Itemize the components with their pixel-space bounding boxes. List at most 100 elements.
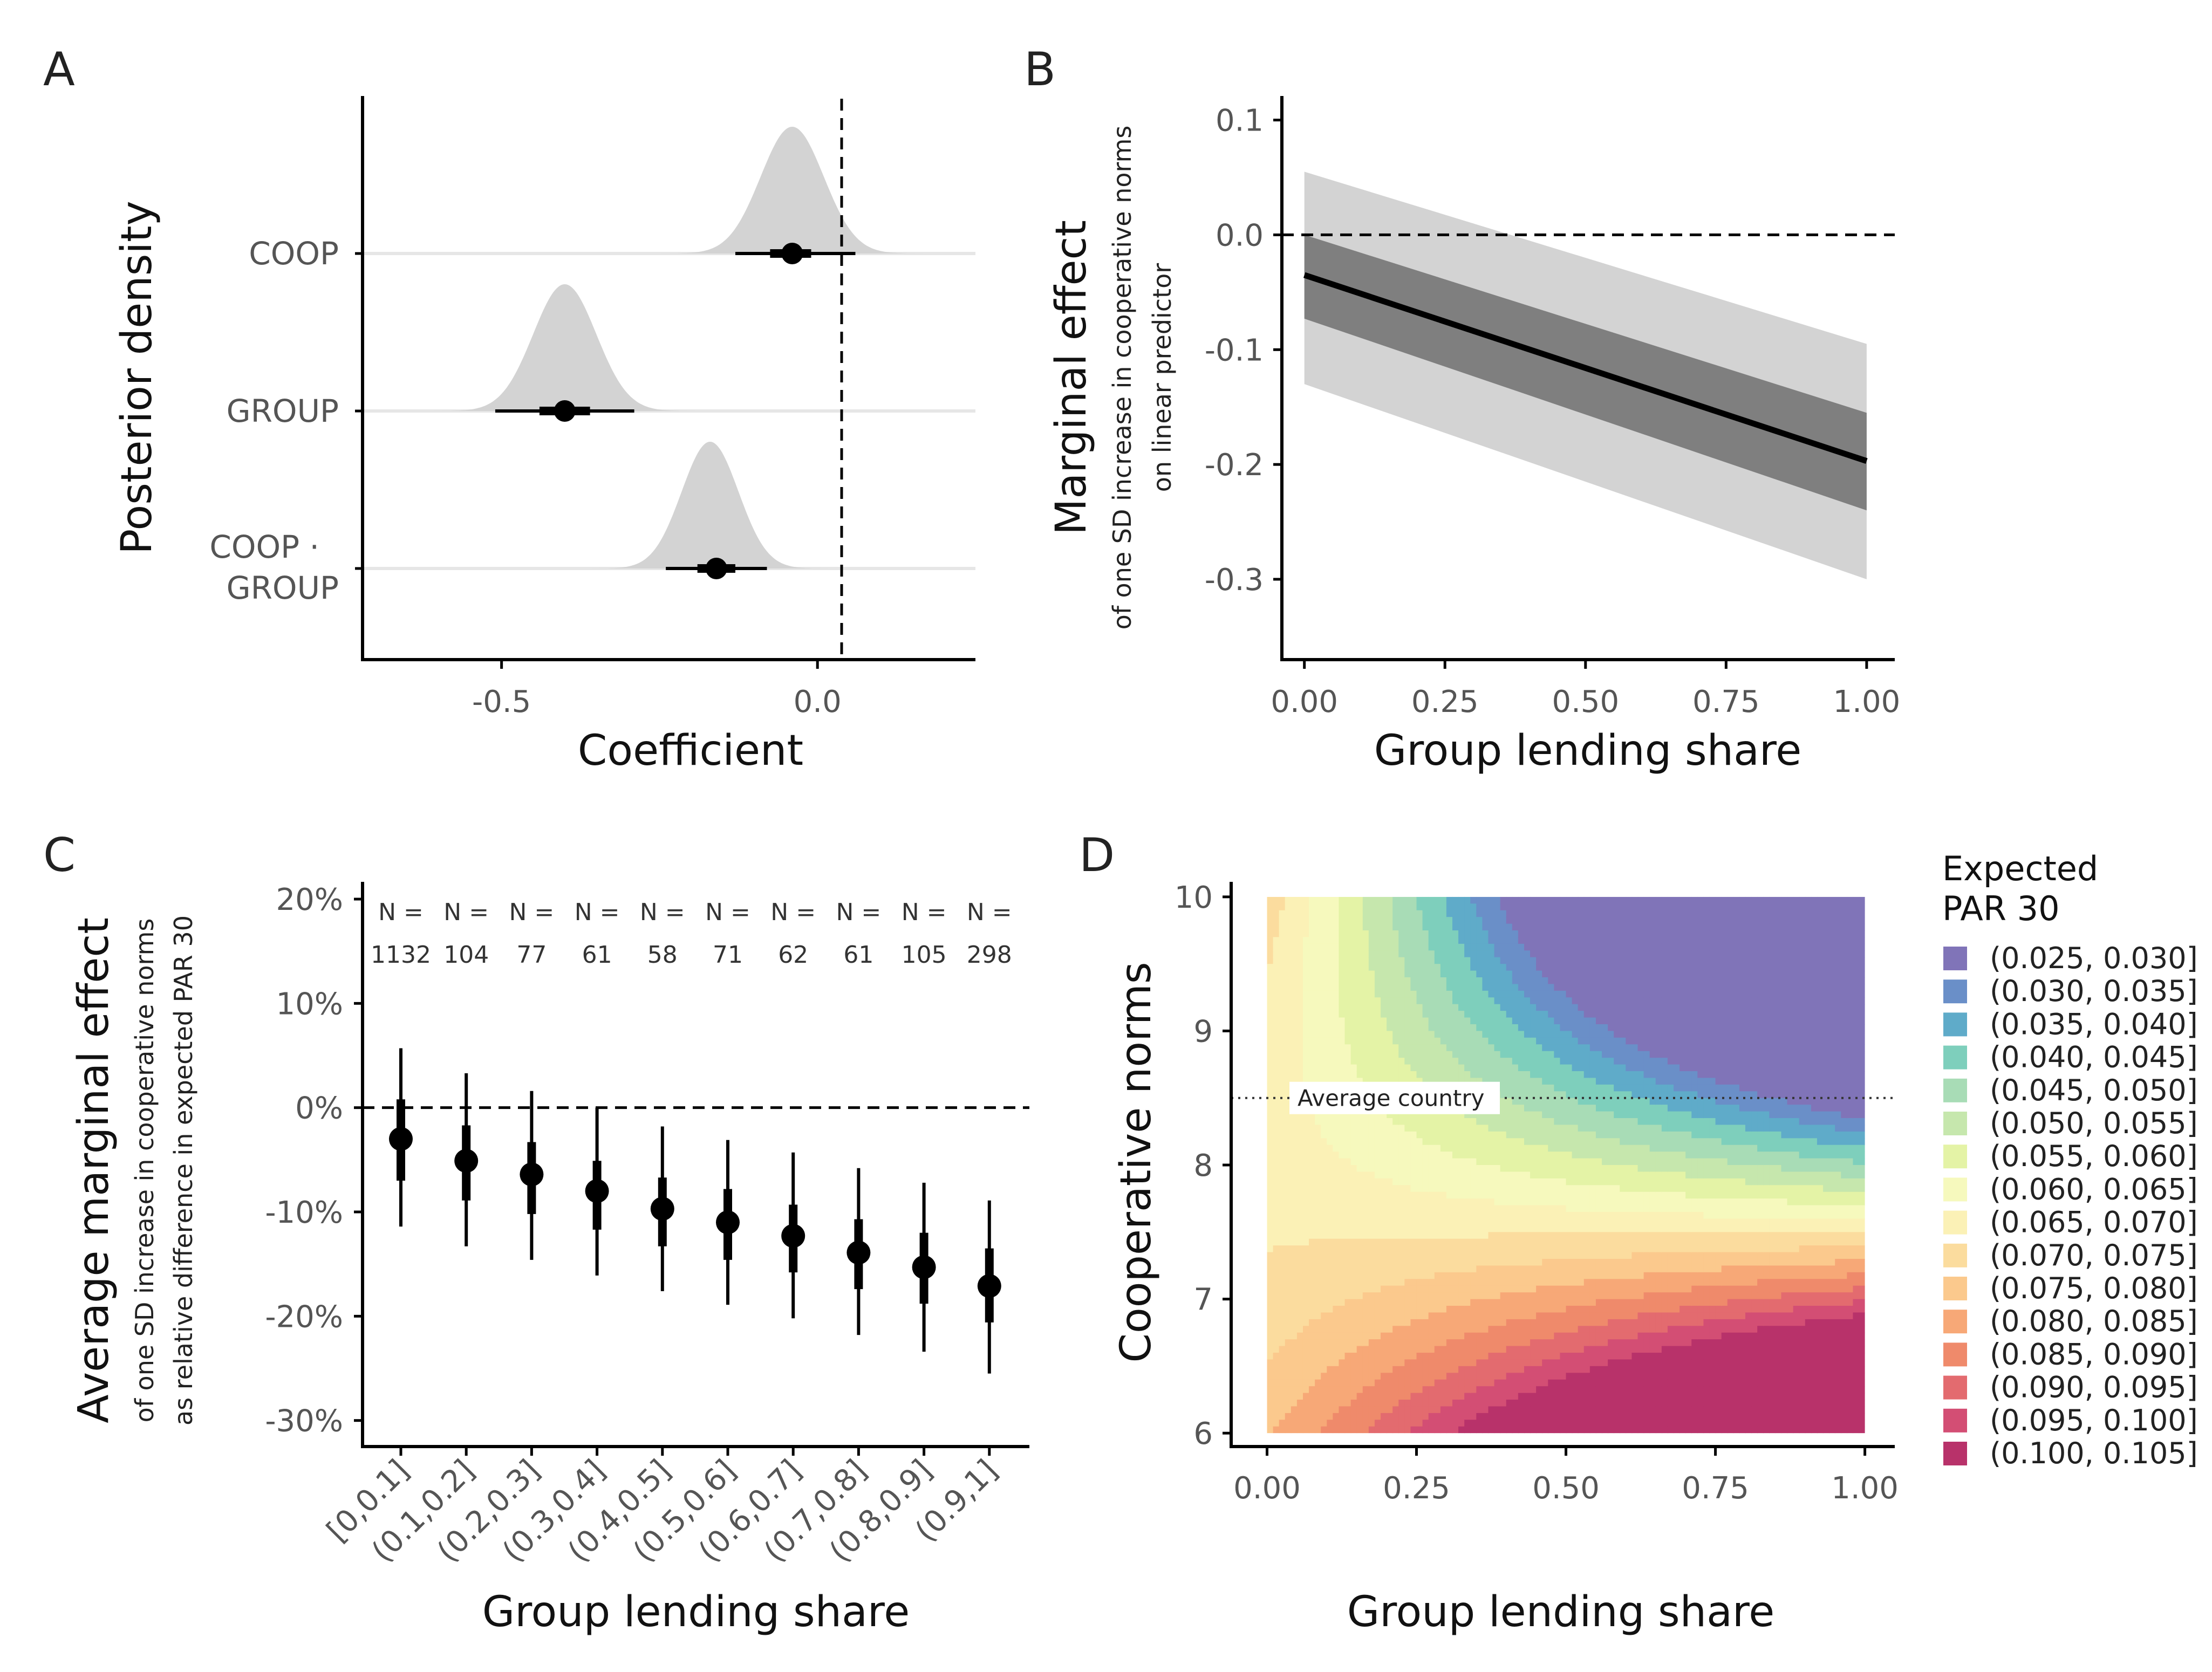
- panel-d-contour-cell: [1321, 1044, 1328, 1052]
- panel-d-contour-cell: [1296, 1004, 1303, 1011]
- panel-d-contour-cell: [1296, 990, 1303, 998]
- panel-b-x-tick-label-3: 0.75: [1692, 684, 1760, 719]
- panel-d-contour-cell: [1566, 1165, 1573, 1173]
- panel-d-contour-cell: [1572, 1044, 1579, 1052]
- panel-d-contour-cell: [1530, 990, 1537, 998]
- panel-d-contour-cell: [1518, 1400, 1525, 1407]
- panel-d-contour-cell: [1381, 950, 1387, 958]
- panel-d-contour-cell: [1356, 943, 1363, 951]
- panel-d-contour-cell: [1554, 1111, 1561, 1119]
- panel-d-contour-cell: [1452, 1017, 1459, 1025]
- panel-d-contour-cell: [1566, 1292, 1573, 1300]
- panel-d-contour-cell: [1583, 1319, 1590, 1327]
- panel-d-contour-cell: [1398, 1125, 1405, 1132]
- panel-d-contour-cell: [1548, 1332, 1555, 1340]
- panel-d-contour-cell: [1470, 1319, 1477, 1327]
- panel-d-contour-cell: [1446, 1044, 1453, 1052]
- panel-d-contour-cell: [1387, 1078, 1393, 1085]
- panel-d-contour-cell: [1464, 943, 1471, 951]
- panel-d-contour-cell: [1321, 1346, 1328, 1353]
- panel-d-contour-cell: [1458, 1406, 1465, 1414]
- panel-d-contour-cell: [1440, 1051, 1447, 1058]
- panel-d-contour-cell: [1344, 1185, 1351, 1193]
- panel-d-contour-cell: [1296, 1346, 1303, 1353]
- panel-d-contour-cell: [1578, 1285, 1585, 1293]
- panel-d-contour-cell: [1560, 917, 1567, 924]
- panel-d-contour-cell: [1428, 990, 1435, 998]
- panel-d-contour-cell: [1404, 1125, 1411, 1132]
- panel-d-contour-cell: [1387, 1373, 1393, 1380]
- panel-d-contour-cell: [1267, 1225, 1274, 1233]
- panel-d-contour-cell: [1398, 1379, 1405, 1387]
- panel-d-contour-cell: [1494, 1218, 1501, 1226]
- panel-d-contour-cell: [1362, 1359, 1369, 1367]
- panel-d-contour-cell: [1524, 1212, 1531, 1219]
- panel-d-contour-cell: [1494, 1198, 1501, 1206]
- panel-d-contour-cell: [1578, 1178, 1585, 1186]
- panel-d-contour-cell: [1602, 943, 1608, 951]
- panel-d-contour-cell: [1362, 1386, 1369, 1394]
- panel-d-contour-cell: [1333, 997, 1340, 1005]
- panel-d-contour-cell: [1440, 1037, 1447, 1045]
- panel-d-contour-cell: [1595, 1031, 1602, 1038]
- panel-d-contour-cell: [1554, 1158, 1561, 1166]
- panel-d-contour-cell: [1518, 1125, 1525, 1132]
- panel-d-contour-cell: [1608, 1037, 1614, 1045]
- panel-d-contour-cell: [1333, 1118, 1340, 1126]
- panel-d-contour-cell: [1321, 1165, 1328, 1173]
- panel-c-n-value-7: 61: [843, 941, 873, 969]
- panel-d-contour-cell: [1273, 1232, 1280, 1239]
- panel-d-contour-cell: [1273, 1259, 1280, 1266]
- panel-d-contour-cell: [1387, 1312, 1393, 1320]
- panel-d-contour-cell: [1374, 1218, 1381, 1226]
- panel-d-contour-cell: [1381, 997, 1387, 1005]
- panel-d-contour-cell: [1267, 1332, 1274, 1340]
- panel-d-contour-cell: [1440, 1064, 1447, 1072]
- panel-d-contour-cell: [1458, 1198, 1465, 1206]
- panel-d-contour-cell: [1494, 970, 1501, 978]
- panel-d-contour-cell: [1362, 1078, 1369, 1085]
- panel-d-contour-cell: [1267, 1252, 1274, 1259]
- panel-d-contour-cell: [1440, 1171, 1447, 1179]
- panel-d-contour-cell: [1595, 1044, 1602, 1052]
- panel-d-contour-cell: [1572, 1366, 1579, 1374]
- panel-d-contour-cell: [1321, 1292, 1328, 1300]
- panel-d-contour-cell: [1542, 1265, 1549, 1273]
- panel-d-contour-cell: [1296, 997, 1303, 1005]
- panel-d-contour-cell: [1267, 910, 1274, 917]
- panel-d-contour-cell: [1279, 950, 1286, 958]
- panel-d-contour-cell: [1614, 1071, 1621, 1079]
- panel-d-contour-cell: [1279, 917, 1286, 924]
- panel-d-contour-cell: [1500, 1198, 1507, 1206]
- panel-d-contour-cell: [1321, 1058, 1328, 1065]
- panel-d-contour-cell: [1315, 1185, 1322, 1193]
- panel-d-contour-cell: [1578, 997, 1585, 1005]
- panel-d-contour-cell: [1470, 1158, 1477, 1166]
- panel-d-contour-cell: [1392, 1312, 1399, 1320]
- panel-d-contour-cell: [1446, 1279, 1453, 1286]
- panel-d-contour-cell: [1506, 930, 1513, 938]
- panel-d-contour-cell: [1362, 1051, 1369, 1058]
- panel-d-contour-cell: [1542, 1138, 1549, 1146]
- panel-d-contour-cell: [1476, 1272, 1483, 1280]
- panel-d-contour-cell: [1381, 917, 1387, 924]
- panel-d-contour-cell: [1404, 1426, 1411, 1434]
- panel-d-contour-cell: [1488, 1145, 1495, 1152]
- panel-d-contour-cell: [1392, 1071, 1399, 1079]
- panel-d-contour-cell: [1458, 957, 1465, 964]
- panel-d-contour-cell: [1285, 1071, 1292, 1079]
- panel-d-contour-cell: [1356, 1004, 1363, 1011]
- panel-d-contour-cell: [1339, 1191, 1346, 1199]
- panel-d-contour-cell: [1446, 1386, 1453, 1394]
- panel-d-contour-cell: [1356, 1400, 1363, 1407]
- panel-d-contour-cell: [1608, 1205, 1614, 1212]
- panel-d-contour-cell: [1356, 1017, 1363, 1025]
- panel-d-contour-cell: [1452, 1158, 1459, 1166]
- panel-d-contour-cell: [1608, 930, 1614, 938]
- panel-d-contour-cell: [1309, 1420, 1315, 1427]
- panel-d-contour-cell: [1542, 910, 1549, 917]
- panel-d-contour-cell: [1524, 997, 1531, 1005]
- panel-d-contour-cell: [1398, 896, 1405, 904]
- panel-d-contour-cell: [1500, 1145, 1507, 1152]
- panel-d-contour-cell: [1302, 1131, 1309, 1139]
